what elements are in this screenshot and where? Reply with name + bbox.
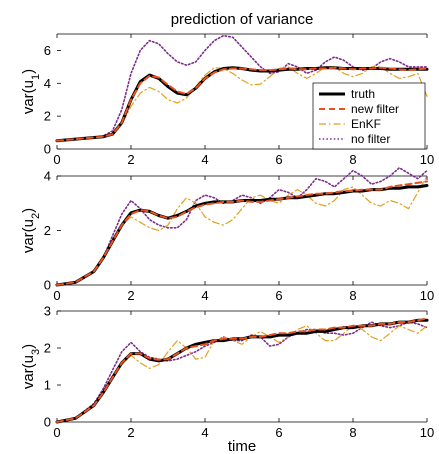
y-tick-label: 1 bbox=[44, 378, 51, 393]
legend-label-no-filter: no filter bbox=[351, 132, 390, 146]
series-new-filter-line bbox=[56, 317, 428, 423]
x-axis-label: time bbox=[228, 438, 256, 454]
series-new-filter-line bbox=[56, 66, 428, 142]
y-axis-label: var(u1) bbox=[20, 69, 42, 114]
x-tick-label: 4 bbox=[201, 152, 208, 167]
x-tick-label: 4 bbox=[201, 288, 208, 303]
x-tick-label: 0 bbox=[53, 425, 60, 440]
series-new-filter-line bbox=[56, 180, 428, 286]
x-tick-label: 8 bbox=[349, 425, 356, 440]
x-tick-label: 6 bbox=[275, 425, 282, 440]
x-tick-label: 8 bbox=[349, 288, 356, 303]
y-tick-label: 4 bbox=[44, 169, 51, 184]
x-tick-label: 0 bbox=[53, 152, 60, 167]
x-tick-label: 2 bbox=[127, 288, 134, 303]
x-tick-label: 10 bbox=[420, 288, 434, 303]
y-axis-label: var(u2) bbox=[20, 208, 42, 253]
y-tick-label: 0 bbox=[44, 142, 51, 157]
y-tick-label: 4 bbox=[44, 76, 51, 91]
legend-label-truth: truth bbox=[351, 87, 375, 101]
y-tick-label: 2 bbox=[44, 341, 51, 356]
y-tick-label: 2 bbox=[44, 109, 51, 124]
legend-label-enkf: EnKF bbox=[351, 117, 381, 131]
y-axis-label: var(u3) bbox=[20, 344, 42, 389]
series-no-filter-line bbox=[56, 167, 428, 286]
x-tick-label: 10 bbox=[420, 152, 434, 167]
x-tick-label: 2 bbox=[127, 425, 134, 440]
x-tick-label: 4 bbox=[201, 425, 208, 440]
y-tick-label: 0 bbox=[44, 278, 51, 293]
x-tick-label: 0 bbox=[53, 288, 60, 303]
subplot-2: 0 2 4 6 8 10 0 2 4 var(u2) bbox=[20, 167, 434, 303]
x-tick-label: 8 bbox=[349, 152, 356, 167]
x-tick-label: 6 bbox=[275, 152, 282, 167]
chart-title: prediction of variance bbox=[171, 11, 314, 28]
series-no-filter-line bbox=[56, 321, 428, 423]
x-tick-label: 2 bbox=[127, 152, 134, 167]
y-tick-label: 0 bbox=[44, 415, 51, 430]
y-tick-label: 2 bbox=[44, 223, 51, 238]
series-enkf-line bbox=[56, 175, 428, 286]
legend-label-new-filter: new filter bbox=[351, 102, 399, 116]
subplot-3: 0 2 4 6 8 10 0 1 2 3 var(u3) bbox=[20, 304, 434, 441]
y-tick-label: 6 bbox=[44, 43, 51, 58]
x-tick-label: 10 bbox=[420, 425, 434, 440]
y-tick-label: 3 bbox=[44, 304, 51, 319]
x-tick-label: 6 bbox=[275, 288, 282, 303]
